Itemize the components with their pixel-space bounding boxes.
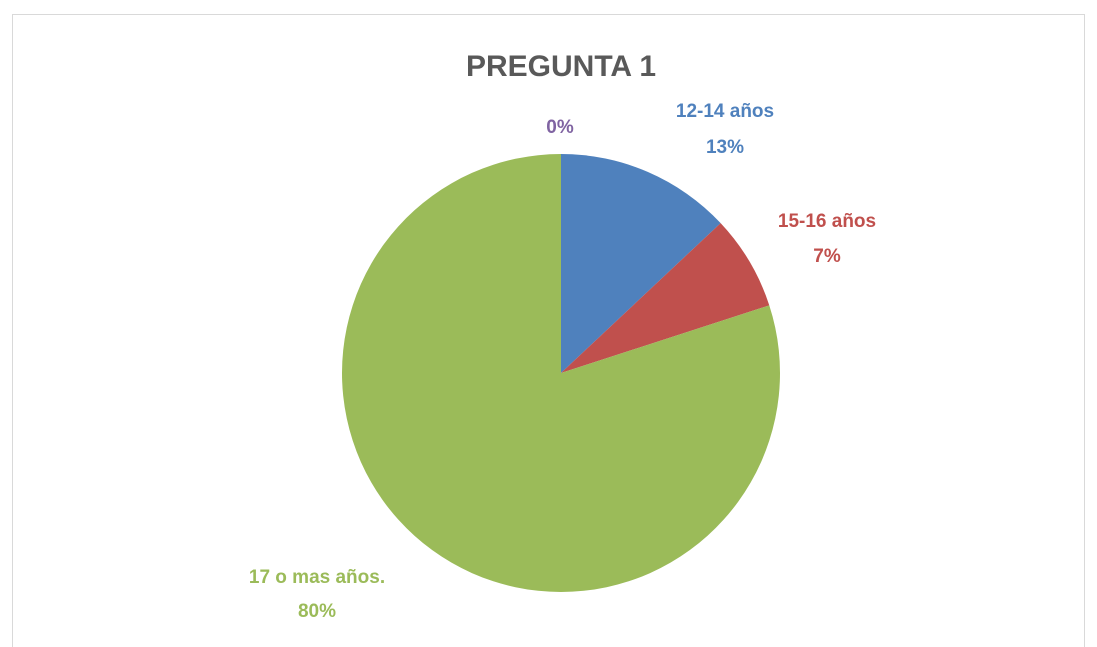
pie-slice: [341, 154, 780, 592]
value-label: 80%: [298, 601, 336, 622]
pie-slice: [561, 154, 721, 373]
category-label: 15-16 años: [778, 211, 876, 232]
value-label: 0%: [546, 117, 574, 138]
category-label: 17 o mas años.: [249, 567, 385, 588]
value-label: 13%: [706, 137, 744, 158]
chart-title: PREGUNTA 1: [466, 50, 656, 83]
value-label: 7%: [813, 246, 841, 267]
pie-slice: [561, 223, 770, 373]
category-label: 12-14 años: [676, 101, 774, 122]
